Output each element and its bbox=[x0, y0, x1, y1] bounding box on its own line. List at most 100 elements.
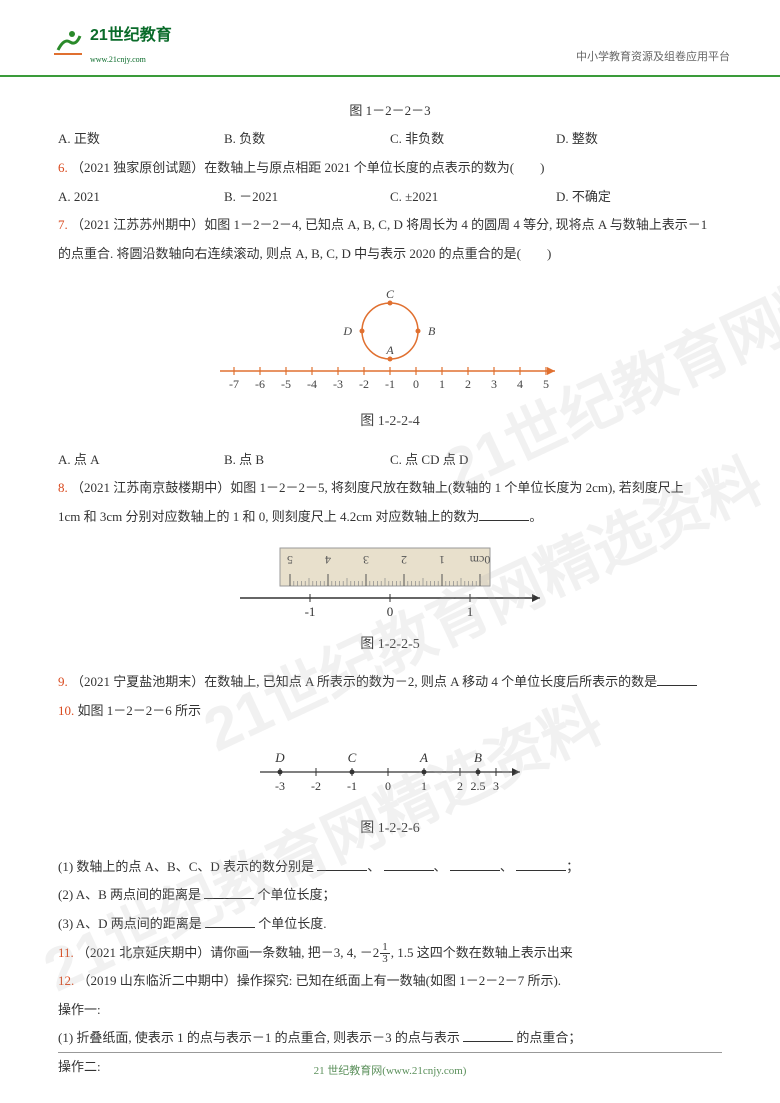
svg-text:0cm: 0cm bbox=[469, 553, 490, 567]
svg-text:-1: -1 bbox=[305, 604, 316, 619]
content: 图 1－2－2－3 A. 正数 B. 负数 C. 非负数 D. 整数 6. （2… bbox=[0, 77, 780, 1092]
q12-num: 12. bbox=[58, 973, 74, 988]
q12-op1-blank[interactable] bbox=[463, 1029, 513, 1042]
q7-stem-1: 7. （2021 江苏苏州期中）如图 1－2－2－4, 已知点 A, B, C,… bbox=[58, 211, 722, 240]
q6-stem: 6. （2021 独家原创试题）在数轴上与原点相距 2021 个单位长度的点表示… bbox=[58, 154, 722, 183]
q9-num: 9. bbox=[58, 674, 68, 689]
svg-text:2.5: 2.5 bbox=[471, 779, 486, 793]
svg-text:2: 2 bbox=[465, 377, 471, 391]
q11-stem: 11. （2021 北京延庆期中）请你画一条数轴, 把－3, 4, －213, … bbox=[58, 939, 722, 968]
header-right-text: 中小学教育资源及组卷应用平台 bbox=[576, 45, 730, 69]
q11-num: 11. bbox=[58, 945, 74, 960]
q12-stem: 12. （2019 山东临沂二中期中）操作探究: 已知在纸面上有一数轴(如图 1… bbox=[58, 967, 722, 996]
svg-text:0: 0 bbox=[413, 377, 419, 391]
q10-sub3-b: 个单位长度. bbox=[258, 916, 326, 931]
figure-1-2-2-4: -7-6-5-4-3-2-1012345 A B C D 图 1-2-2-4 bbox=[58, 276, 722, 437]
svg-text:A: A bbox=[419, 750, 428, 765]
q10-sub3-a: (3) A、D 两点间的距离是 bbox=[58, 916, 202, 931]
q12-op1: (1) 折叠纸面, 使表示 1 的点与表示－1 的点重合, 则表示－3 的点与表… bbox=[58, 1024, 722, 1053]
q8-t2c: cm 对应数轴上的数为 bbox=[356, 509, 479, 524]
q10-sub3-blank[interactable] bbox=[205, 915, 255, 928]
svg-text:-2: -2 bbox=[359, 377, 369, 391]
svg-text:C: C bbox=[348, 750, 357, 765]
q12-op1-a: (1) 折叠纸面, 使表示 1 的点与表示－1 的点重合, 则表示－3 的点与表… bbox=[58, 1030, 460, 1045]
q10-num: 10. bbox=[58, 703, 74, 718]
node-D: D bbox=[342, 324, 352, 338]
svg-text:-6: -6 bbox=[255, 377, 265, 391]
q5-opt-c: C. 非负数 bbox=[390, 125, 556, 154]
q6-text: （2021 独家原创试题）在数轴上与原点相距 2021 个单位长度的点表示的数为… bbox=[71, 160, 544, 175]
q9-text-a: （2021 宁夏盐池期末）在数轴上, 已知点 A 所表示的数为－2, 则点 A … bbox=[71, 674, 657, 689]
svg-text:1: 1 bbox=[467, 604, 474, 619]
q10-sub1-blank3[interactable] bbox=[450, 858, 500, 871]
q9-blank[interactable] bbox=[657, 673, 697, 686]
svg-text:3: 3 bbox=[493, 779, 499, 793]
q11-text-a: （2021 北京延庆期中）请你画一条数轴, 把－3, 4, －2 bbox=[77, 945, 379, 960]
q10-sub1-blank4[interactable] bbox=[516, 858, 566, 871]
q7-text1: （2021 江苏苏州期中）如图 1－2－2－4, 已知点 A, B, C, D … bbox=[71, 217, 707, 232]
q5-opt-b: B. 负数 bbox=[224, 125, 390, 154]
q8-num: 8. bbox=[58, 480, 68, 495]
q7-opt-b: B. 点 B bbox=[224, 446, 390, 475]
q10-stem: 10. 如图 1－2－2－6 所示 bbox=[58, 697, 722, 726]
q6-num: 6. bbox=[58, 160, 68, 175]
fig-1-2-2-4-label: 图 1-2-2-4 bbox=[58, 407, 722, 438]
q8-text1: （2021 江苏南京鼓楼期中）如图 1－2－2－5, 将刻度尺放在数轴上(数轴的… bbox=[71, 480, 684, 495]
node-B: B bbox=[428, 324, 436, 338]
fig-1-2-2-5-label: 图 1-2-2-5 bbox=[58, 630, 722, 661]
svg-text:D: D bbox=[274, 750, 285, 765]
svg-text:B: B bbox=[474, 750, 482, 765]
q10-sub1-a: (1) 数轴上的点 A、B、C、D 表示的数分别是 bbox=[58, 859, 314, 874]
fig-1-2-2-6-label: 图 1-2-2-6 bbox=[58, 814, 722, 845]
q7-opt-a: A. 点 A bbox=[58, 446, 224, 475]
svg-text:3: 3 bbox=[491, 377, 497, 391]
svg-text:-2: -2 bbox=[311, 779, 321, 793]
svg-text:1: 1 bbox=[421, 779, 427, 793]
page-footer: 21 世纪教育网(www.21cnjy.com) bbox=[58, 1052, 722, 1083]
q6-opt-a: A. 2021 bbox=[58, 183, 224, 212]
logo-sub-text: www.21cnjy.com bbox=[90, 51, 172, 69]
q5-opt-a: A. 正数 bbox=[58, 125, 224, 154]
svg-text:2: 2 bbox=[401, 553, 407, 567]
q10-sub1-blank1[interactable] bbox=[317, 858, 367, 871]
q8-blank[interactable] bbox=[479, 508, 529, 521]
q10-sub1: (1) 数轴上的点 A、B、C、D 表示的数分别是 、 、 、 ； bbox=[58, 853, 722, 882]
q5-opt-d: D. 整数 bbox=[556, 125, 722, 154]
q10-sub2-a: (2) A、B 两点间的距离是 bbox=[58, 887, 201, 902]
svg-text:-1: -1 bbox=[385, 377, 395, 391]
svg-text:0: 0 bbox=[385, 779, 391, 793]
q7-opt-c: C. 点 CD 点 D bbox=[390, 446, 556, 475]
q11-fraction: 13 bbox=[380, 942, 390, 965]
q10-text: 如图 1－2－2－6 所示 bbox=[78, 703, 202, 718]
figure-1-2-2-5: 0cm12345 -101 图 1-2-2-5 bbox=[58, 540, 722, 661]
q8-t2a: 1cm 和 3cm 分别对应数轴上的 1 和 0, 则刻度尺上 bbox=[58, 509, 340, 524]
node-A: A bbox=[385, 343, 394, 357]
svg-text:5: 5 bbox=[543, 377, 549, 391]
q10-sub2: (2) A、B 两点间的距离是 个单位长度； bbox=[58, 881, 722, 910]
svg-text:-1: -1 bbox=[347, 779, 357, 793]
svg-text:-3: -3 bbox=[275, 779, 285, 793]
svg-text:3: 3 bbox=[363, 553, 369, 567]
svg-text:-5: -5 bbox=[281, 377, 291, 391]
svg-text:-4: -4 bbox=[307, 377, 317, 391]
q11-text-b: , 1.5 这四个数在数轴上表示出来 bbox=[391, 945, 573, 960]
runner-icon bbox=[50, 28, 86, 58]
q10-sub1-blank2[interactable] bbox=[384, 858, 434, 871]
q8-stem-2: 1cm 和 3cm 分别对应数轴上的 1 和 0, 则刻度尺上 4.2cm 对应… bbox=[58, 503, 722, 532]
logo: 21世纪教育 www.21cnjy.com bbox=[50, 18, 172, 69]
q6-opt-c: C. ±2021 bbox=[390, 183, 556, 212]
svg-text:-3: -3 bbox=[333, 377, 343, 391]
svg-text:5: 5 bbox=[287, 553, 293, 567]
figure-1-2-2-6: -3-2-10122.53 DCAB 图 1-2-2-6 bbox=[58, 734, 722, 845]
q10-sub3: (3) A、D 两点间的距离是 个单位长度. bbox=[58, 910, 722, 939]
q6-opt-d: D. 不确定 bbox=[556, 183, 722, 212]
svg-text:4: 4 bbox=[517, 377, 523, 391]
q8-t2d: 。 bbox=[529, 509, 542, 524]
logo-main-text: 21世纪教育 bbox=[90, 27, 172, 44]
q6-options: A. 2021 B. －2021 C. ±2021 D. 不确定 bbox=[58, 183, 722, 212]
node-C: C bbox=[386, 287, 395, 301]
q10-sub2-blank[interactable] bbox=[204, 886, 254, 899]
svg-text:4: 4 bbox=[325, 553, 331, 567]
figure-label-1-2-2-3: 图 1－2－2－3 bbox=[58, 97, 722, 126]
svg-text:1: 1 bbox=[439, 553, 445, 567]
